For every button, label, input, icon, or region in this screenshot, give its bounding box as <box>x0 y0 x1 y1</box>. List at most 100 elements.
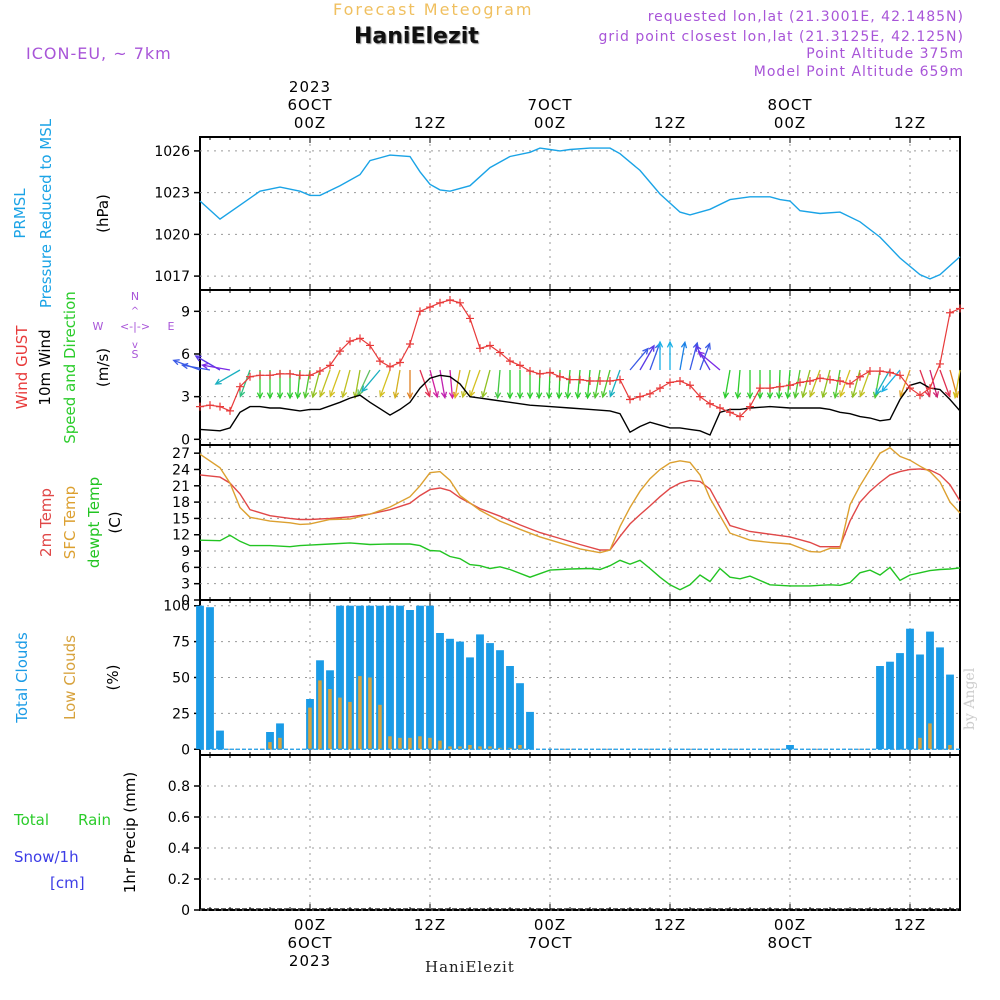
compass-e: E <box>168 320 175 333</box>
wind-direction-arrow <box>494 369 502 400</box>
arrow-head <box>536 392 543 400</box>
arrow-shaft <box>469 369 481 397</box>
gust-marker <box>266 371 274 380</box>
arrow-head <box>194 355 202 362</box>
y-tick-label: 9 <box>181 304 190 320</box>
low-cloud-bar <box>408 737 412 750</box>
wind-direction-arrow <box>875 369 891 396</box>
gust-marker <box>406 340 414 349</box>
label-rain: Rain <box>78 811 111 829</box>
gust-marker <box>396 358 404 367</box>
arrow-shaft <box>954 369 961 398</box>
total-cloud-bar <box>876 666 884 750</box>
arrow-shaft <box>629 348 649 371</box>
total-cloud-bar <box>916 654 924 750</box>
total-cloud-bar <box>466 657 474 750</box>
y-axis-unit: (hPa) <box>94 194 112 233</box>
arrow-shaft <box>566 369 571 398</box>
wind-direction-arrow <box>429 369 440 399</box>
arrow-shaft <box>454 369 461 398</box>
arrow-head <box>574 392 582 400</box>
wind-direction-arrow <box>564 369 572 400</box>
gust-marker <box>836 377 844 386</box>
low-cloud-bar <box>518 745 522 750</box>
gust-marker <box>736 412 744 421</box>
panel-label-1: PRMSL <box>11 188 29 239</box>
total-cloud-bar <box>346 605 354 750</box>
wind-direction-arrow <box>584 369 592 400</box>
arrow-shaft <box>875 369 891 395</box>
wind-direction-arrow <box>469 369 481 398</box>
arrow-shaft <box>802 369 811 398</box>
arrow-shaft <box>342 369 351 398</box>
wind-direction-arrow <box>406 370 414 400</box>
arrow-shaft <box>919 369 931 397</box>
arrow-head <box>310 391 318 399</box>
series-line <box>199 147 961 280</box>
low-cloud-bar <box>368 677 372 750</box>
wind-direction-arrow <box>746 370 754 400</box>
y-tick-label: 3 <box>181 577 190 593</box>
low-cloud-bar <box>448 746 452 750</box>
top-time-label: 00Z <box>774 114 806 132</box>
gust-marker <box>586 377 594 386</box>
wind-direction-arrow <box>850 369 861 399</box>
gust-marker <box>506 357 514 366</box>
panel-2: 0 3 6 9 (m/s) Wind GUST 10m Wind Speed and Dire… <box>13 289 964 448</box>
total-cloud-bar <box>266 732 274 750</box>
series-line <box>199 446 961 554</box>
panel-frame <box>199 289 961 446</box>
total-cloud-bar <box>216 730 224 750</box>
total-cloud-bar <box>906 628 914 750</box>
wind-direction-arrow <box>480 369 491 399</box>
y-tick-label: 50 <box>172 671 190 687</box>
arrow-head <box>452 391 460 400</box>
arrow-head <box>584 392 592 400</box>
gust-marker <box>596 377 604 386</box>
total-cloud-bar <box>416 605 424 750</box>
y-axis-unit: (C) <box>106 511 124 533</box>
gust-marker <box>276 369 284 378</box>
arrow-shaft <box>736 369 741 398</box>
gust-marker <box>856 372 864 381</box>
arrow-head <box>697 351 705 358</box>
gust-marker <box>336 347 344 356</box>
wind-direction-arrow <box>859 369 871 398</box>
arrow-head <box>722 391 730 400</box>
gust-marker <box>616 375 624 384</box>
label-snow: Snow/1h <box>14 848 79 866</box>
gust-marker <box>256 371 264 380</box>
top-time-label: 00Z <box>534 114 566 132</box>
low-cloud-bar <box>398 737 402 750</box>
y-tick-label: 3 <box>181 390 190 406</box>
panel-5: 0 0.2 0.4 0.6 0.8 1hr Precip (mm) Total Rain Sno… <box>13 754 961 919</box>
gust-marker <box>666 378 674 387</box>
total-cloud-bar <box>456 641 464 750</box>
gust-marker <box>216 402 224 411</box>
arrow-head <box>952 391 960 400</box>
arrow-head <box>256 392 264 400</box>
gust-marker <box>436 298 444 307</box>
bottom-time-label: 8OCT <box>768 934 813 952</box>
y-tick-label: 21 <box>172 479 190 495</box>
wind-direction-arrow <box>600 369 611 399</box>
gridpoint-coords: grid point closest lon,lat (21.3125E, 42… <box>598 29 964 45</box>
gust-marker <box>946 308 954 317</box>
arrow-shaft <box>939 369 951 397</box>
arrow-head <box>832 391 840 400</box>
bottom-time-label: 12Z <box>414 916 446 934</box>
gust-marker <box>846 379 854 388</box>
arrow-head <box>200 362 209 370</box>
arrow-shaft <box>357 369 371 396</box>
low-cloud-bar <box>918 737 922 750</box>
y-tick-label: 0 <box>181 593 190 609</box>
arrow-shaft <box>649 343 661 371</box>
gust-marker <box>296 371 304 380</box>
arrow-shaft <box>173 359 201 371</box>
gust-marker <box>316 367 324 376</box>
arrow-head <box>319 390 326 398</box>
gust-marker <box>936 359 944 368</box>
arrow-head <box>809 390 816 398</box>
compass-down: v <box>132 340 138 351</box>
arrow-shaft <box>439 369 446 398</box>
